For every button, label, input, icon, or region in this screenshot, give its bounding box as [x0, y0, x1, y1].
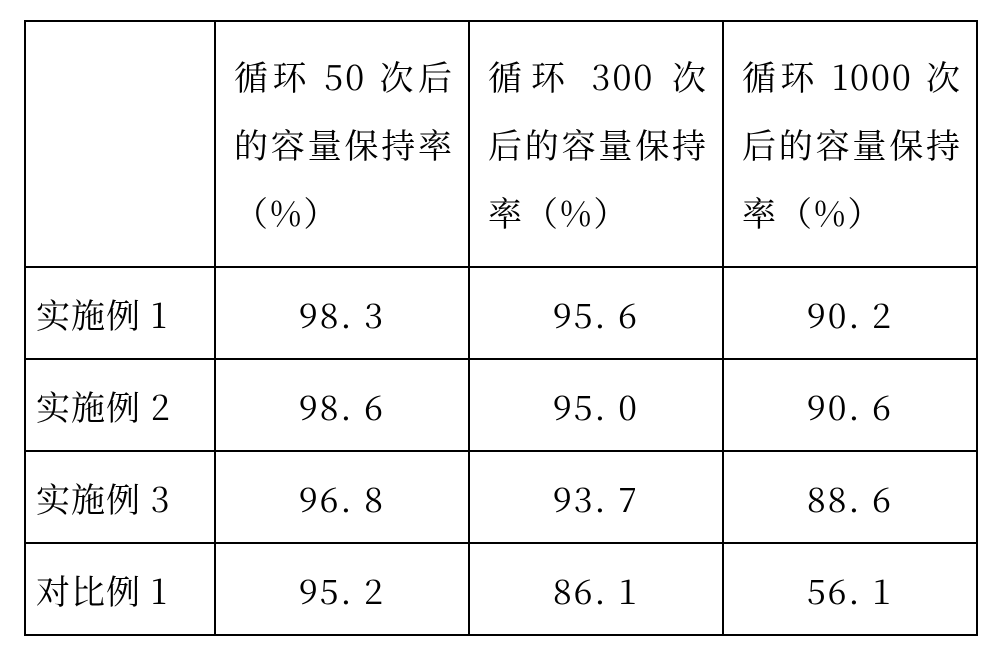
- cell-value: 95. 2: [215, 543, 469, 635]
- capacity-retention-table: 循环 50 次后的容量保持率（%） 循环 300 次后的容量保持率（%） 循环 …: [24, 20, 978, 636]
- cell-value: 95. 6: [469, 267, 723, 359]
- cell-value: 90. 2: [723, 267, 977, 359]
- cell-value: 98. 3: [215, 267, 469, 359]
- cell-value: 95. 0: [469, 359, 723, 451]
- row-label: 实施例 1: [25, 267, 215, 359]
- header-empty-cell: [25, 21, 215, 267]
- cell-value: 98. 6: [215, 359, 469, 451]
- header-col-300: 循环 300 次后的容量保持率（%）: [469, 21, 723, 267]
- cell-value: 88. 6: [723, 451, 977, 543]
- cell-value: 86. 1: [469, 543, 723, 635]
- table-row: 实施例 1 98. 3 95. 6 90. 2: [25, 267, 977, 359]
- table-row: 对比例 1 95. 2 86. 1 56. 1: [25, 543, 977, 635]
- cell-value: 96. 8: [215, 451, 469, 543]
- cell-value: 93. 7: [469, 451, 723, 543]
- row-label: 实施例 2: [25, 359, 215, 451]
- header-col-50: 循环 50 次后的容量保持率（%）: [215, 21, 469, 267]
- row-label: 对比例 1: [25, 543, 215, 635]
- page: 循环 50 次后的容量保持率（%） 循环 300 次后的容量保持率（%） 循环 …: [0, 0, 1000, 653]
- header-col-1000: 循环 1000 次后的容量保持率（%）: [723, 21, 977, 267]
- cell-value: 56. 1: [723, 543, 977, 635]
- table-row: 实施例 2 98. 6 95. 0 90. 6: [25, 359, 977, 451]
- row-label: 实施例 3: [25, 451, 215, 543]
- cell-value: 90. 6: [723, 359, 977, 451]
- table-header-row: 循环 50 次后的容量保持率（%） 循环 300 次后的容量保持率（%） 循环 …: [25, 21, 977, 267]
- table-row: 实施例 3 96. 8 93. 7 88. 6: [25, 451, 977, 543]
